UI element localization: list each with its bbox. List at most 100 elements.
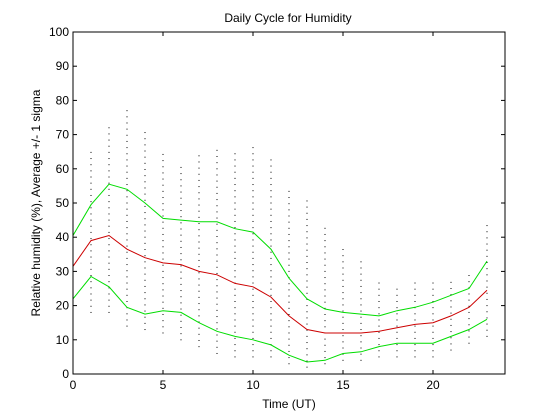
observation-point (126, 294, 128, 296)
observation-point (468, 275, 470, 277)
observation-point (252, 159, 254, 161)
observation-point (126, 270, 128, 272)
observation-point (252, 184, 254, 186)
observation-point (144, 205, 146, 207)
observation-point (378, 300, 380, 302)
observation-point (216, 303, 218, 305)
observation-point (234, 214, 236, 216)
observation-point (144, 273, 146, 275)
observation-point (144, 255, 146, 257)
observation-point (144, 181, 146, 183)
observation-point (450, 300, 452, 302)
observation-point (126, 300, 128, 302)
observation-column (378, 282, 380, 358)
observation-point (180, 222, 182, 224)
observation-point (180, 308, 182, 310)
observation-point (180, 185, 182, 187)
observation-point (144, 316, 146, 318)
observation-point (252, 325, 254, 327)
observation-point (234, 190, 236, 192)
observation-point (234, 344, 236, 346)
observation-point (180, 166, 182, 168)
observation-point (378, 307, 380, 309)
observation-point (108, 231, 110, 233)
observation-point (198, 186, 200, 188)
observation-point (396, 307, 398, 309)
observation-point (144, 156, 146, 158)
observation-point (288, 295, 290, 297)
observation-point (108, 287, 110, 289)
observation-point (162, 270, 164, 272)
observation-point (108, 262, 110, 264)
observation-point (270, 276, 272, 278)
observation-point (216, 192, 218, 194)
observation-point (126, 264, 128, 266)
observation-point (198, 296, 200, 298)
observation-point (162, 264, 164, 266)
observation-point (90, 293, 92, 295)
observation-point (144, 329, 146, 331)
observation-point (180, 339, 182, 341)
observation-point (270, 159, 272, 161)
observation-point (450, 337, 452, 339)
observation-point (198, 266, 200, 268)
observation-point (306, 286, 308, 288)
observation-point (252, 214, 254, 216)
observation-point (90, 188, 92, 190)
observation-point (252, 282, 254, 284)
observation-point (108, 225, 110, 227)
observation-point (162, 227, 164, 229)
observation-column (216, 149, 218, 354)
observation-point (180, 228, 182, 230)
chart-title: Daily Cycle for Humidity (224, 11, 351, 25)
observation-point (144, 322, 146, 324)
observation-point (468, 293, 470, 295)
observation-point (216, 260, 218, 262)
observation-point (198, 235, 200, 237)
observation-point (162, 307, 164, 309)
observation-column (450, 281, 452, 351)
observation-point (108, 207, 110, 209)
observation-column (252, 147, 254, 358)
observation-point (90, 305, 92, 307)
observation-point (486, 243, 488, 245)
observation-point (252, 270, 254, 272)
observation-point (486, 305, 488, 307)
observation-point (468, 330, 470, 332)
observation-point (234, 350, 236, 352)
observation-column (324, 227, 326, 365)
observation-point (126, 190, 128, 192)
observation-point (396, 319, 398, 321)
observation-point (324, 252, 326, 254)
observation-point (198, 179, 200, 181)
observation-point (162, 277, 164, 279)
observation-point (216, 236, 218, 238)
observation-point (108, 238, 110, 240)
observation-point (252, 147, 254, 149)
observation-point (162, 240, 164, 242)
observation-point (234, 307, 236, 309)
observation-point (234, 270, 236, 272)
y-tick-label: 80 (56, 93, 70, 107)
observation-point (288, 264, 290, 266)
observation-point (90, 275, 92, 277)
series-line (72, 234, 488, 334)
observation-point (342, 285, 344, 287)
observation-point (234, 331, 236, 333)
observation-point (198, 192, 200, 194)
observation-point (270, 208, 272, 210)
observation-point (288, 252, 290, 254)
observation-point (486, 268, 488, 270)
observation-point (198, 315, 200, 317)
observation-point (342, 292, 344, 294)
observation-point (324, 338, 326, 340)
observation-point (126, 313, 128, 315)
observation-point (324, 277, 326, 279)
observation-point (270, 165, 272, 167)
observation-point (90, 176, 92, 178)
series-lines (72, 183, 488, 363)
observation-point (486, 249, 488, 251)
observation-point (306, 255, 308, 257)
observation-point (234, 319, 236, 321)
observation-point (234, 276, 236, 278)
